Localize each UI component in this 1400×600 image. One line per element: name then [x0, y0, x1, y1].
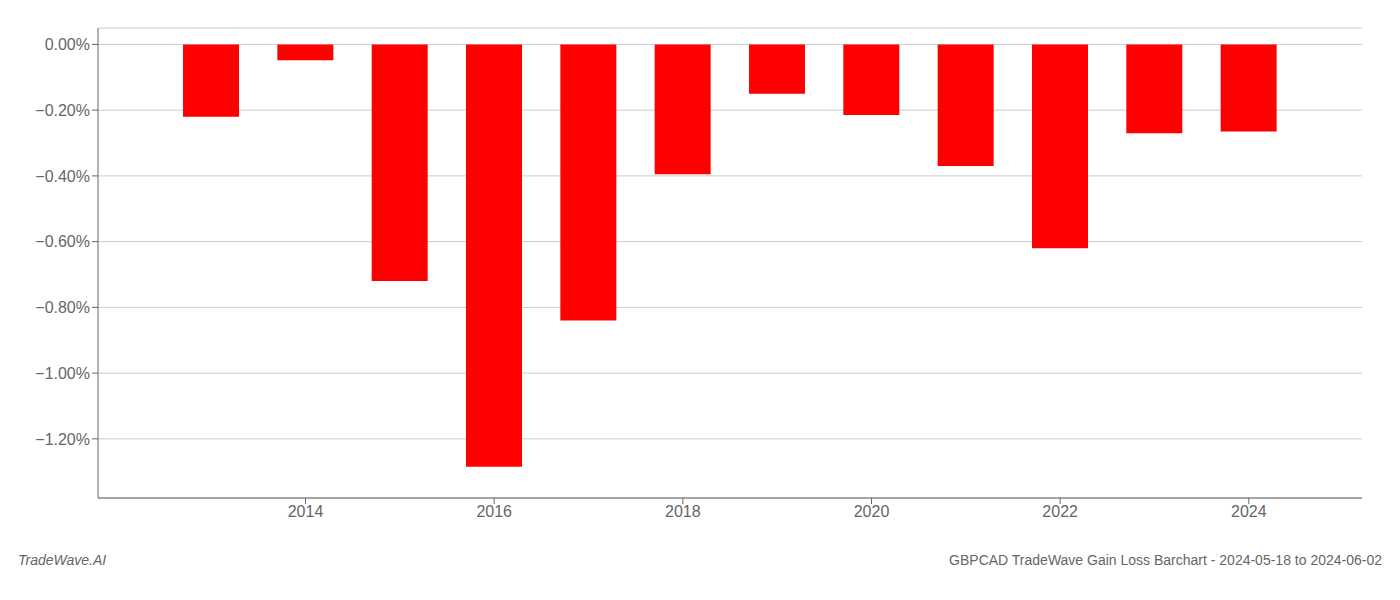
svg-text:−0.40%: −0.40% — [35, 168, 90, 185]
svg-text:−0.80%: −0.80% — [35, 299, 90, 316]
svg-text:2018: 2018 — [665, 503, 701, 520]
svg-text:2014: 2014 — [288, 503, 324, 520]
svg-text:−1.20%: −1.20% — [35, 431, 90, 448]
svg-text:2020: 2020 — [854, 503, 890, 520]
svg-text:2022: 2022 — [1042, 503, 1078, 520]
html-text:TradeWave.AI: TradeWave.AI — [18, 552, 107, 568]
svg-text:0.00%: 0.00% — [45, 36, 90, 53]
svg-text:−0.60%: −0.60% — [35, 233, 90, 250]
svg-text:−1.00%: −1.00% — [35, 365, 90, 382]
svg-text:−0.20%: −0.20% — [35, 102, 90, 119]
html-text:GBPCAD TradeWave Gain Loss Bar: GBPCAD TradeWave Gain Loss Barchart - 20… — [949, 552, 1382, 568]
svg-text:2024: 2024 — [1231, 503, 1267, 520]
svg-text:2016: 2016 — [476, 503, 512, 520]
